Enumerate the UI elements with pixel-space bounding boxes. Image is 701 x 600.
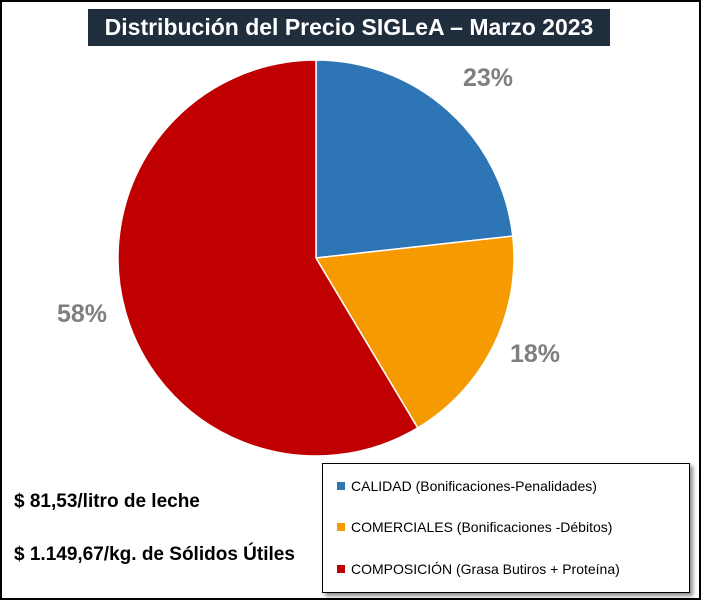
chart-title-bar: Distribución del Precio SIGLeA – Marzo 2… <box>88 9 610 46</box>
legend-swatch-composicion <box>337 565 345 573</box>
legend-item-comerciales: COMERCIALES (Bonificaciones -Débitos) <box>337 519 612 535</box>
pie-slice-comerciales <box>314 235 515 429</box>
legend-label-comerciales: COMERCIALES (Bonificaciones -Débitos) <box>351 519 613 535</box>
pie-label-composicion: 58% <box>57 300 107 328</box>
chart-title: Distribución del Precio SIGLeA – Marzo 2… <box>104 14 594 40</box>
pie-labels: 23% 18% 58% <box>57 64 560 368</box>
price-per-liter: $ 81,53/litro de leche <box>14 491 200 512</box>
legend-label-composicion: COMPOSICIÓN (Grasa Butiros + Proteína) <box>351 561 620 577</box>
pie-slice-composicion <box>117 59 419 457</box>
pie-slices <box>117 59 515 457</box>
legend-item-composicion: COMPOSICIÓN (Grasa Butiros + Proteína) <box>337 561 620 577</box>
price-per-kg: $ 1.149,67/kg. de Sólidos Útiles <box>14 544 295 565</box>
legend-label-calidad: CALIDAD (Bonificaciones-Penalidades) <box>351 478 597 494</box>
legend-swatch-calidad <box>337 482 345 490</box>
chart-legend: CALIDAD (Bonificaciones-Penalidades) COM… <box>322 463 690 593</box>
legend-swatch-comerciales <box>337 523 345 531</box>
legend-item-calidad: CALIDAD (Bonificaciones-Penalidades) <box>337 478 597 494</box>
pie-label-calidad: 23% <box>463 64 513 92</box>
pie-slice-calidad <box>315 59 514 259</box>
pie-label-comerciales: 18% <box>510 340 560 368</box>
